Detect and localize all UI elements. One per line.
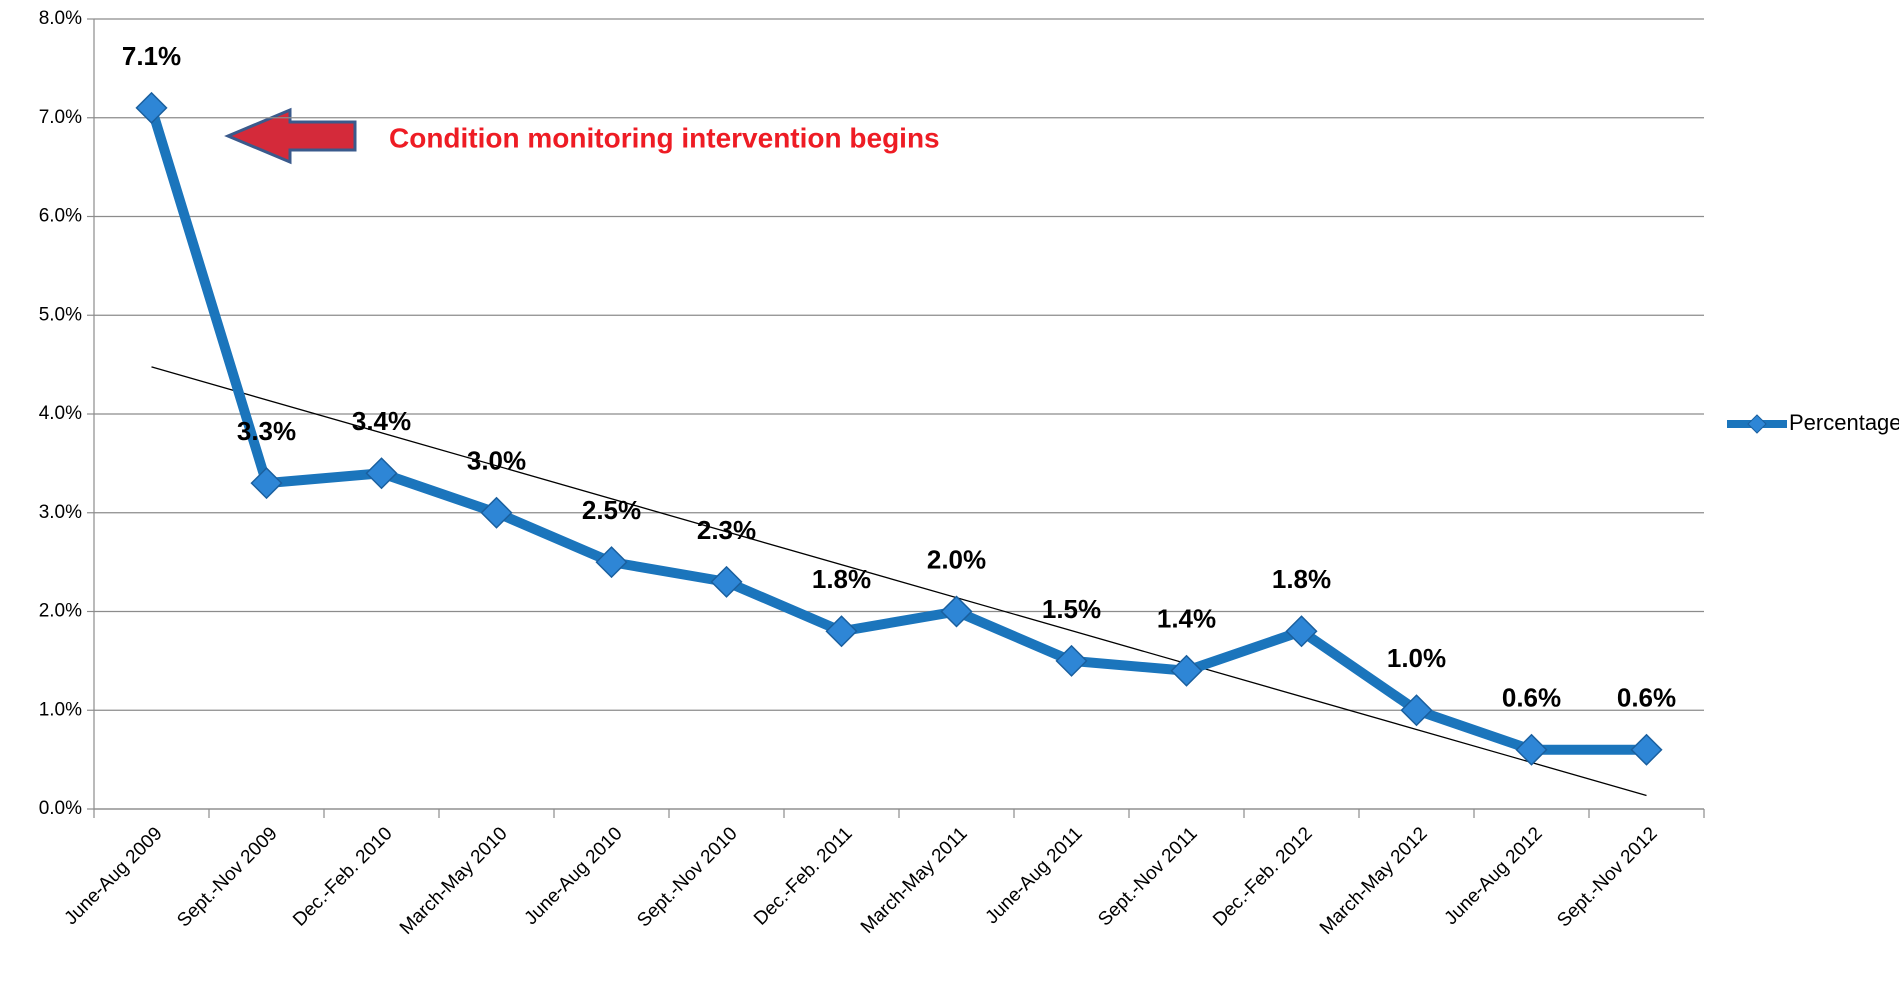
point-marker	[710, 565, 743, 598]
annotation: Condition monitoring intervention begins	[389, 122, 940, 153]
value-label: 3.4%	[352, 406, 411, 436]
value-label: 0.6%	[1502, 683, 1561, 713]
x-tick-label: March-May 2012	[1316, 823, 1432, 939]
annotation-arrow	[224, 107, 357, 165]
point-marker	[940, 595, 973, 628]
point-marker	[135, 91, 168, 124]
y-tick-label: 8.0%	[39, 8, 82, 29]
x-tick-label: March-May 2010	[396, 823, 512, 939]
value-label: 2.3%	[697, 515, 756, 545]
value-label: 2.0%	[927, 544, 986, 574]
x-tick-label: June-Aug 2010	[521, 823, 627, 929]
x-tick-label: Dec.-Feb. 2012	[1209, 823, 1316, 930]
x-tick-label: Dec.-Feb. 2010	[289, 823, 396, 930]
point-marker	[1285, 615, 1318, 648]
y-tick-label: 6.0%	[39, 206, 82, 227]
y-tick-label: 2.0%	[39, 601, 82, 622]
series-line	[146, 106, 1647, 755]
y-tick-label: 4.0%	[39, 403, 82, 424]
value-label: 7.1%	[122, 41, 181, 71]
value-label: 3.0%	[467, 446, 526, 476]
legend-label: Percentage	[1789, 410, 1899, 435]
x-tick-label: June-Aug 2009	[61, 823, 167, 929]
point-marker	[595, 546, 628, 579]
legend-marker	[1747, 414, 1767, 434]
value-label: 1.8%	[1272, 564, 1331, 594]
x-tick-label: Sept.-Nov 2009	[173, 823, 281, 931]
point-marker	[1170, 654, 1203, 687]
value-label: 1.8%	[812, 564, 871, 594]
x-tick-label: June-Aug 2012	[1441, 823, 1547, 929]
x-tick-label: Sept.-Nov 2010	[633, 823, 741, 931]
value-label: 3.3%	[237, 416, 296, 446]
trendline	[151, 366, 1647, 797]
y-tick-label: 0.0%	[39, 798, 82, 819]
point-marker	[1630, 733, 1663, 766]
y-tick-label: 3.0%	[39, 502, 82, 523]
x-tick-label: March-May 2011	[857, 823, 972, 938]
value-label: 2.5%	[582, 495, 641, 525]
y-tick-label: 5.0%	[39, 304, 82, 325]
point-marker	[480, 496, 513, 529]
point-marker	[365, 457, 398, 490]
x-tick-label: June-Aug 2011	[982, 823, 1087, 928]
x-tick-label: Sept.-Nov 2012	[1553, 823, 1661, 931]
point-marker	[1055, 644, 1088, 677]
point-marker	[1400, 694, 1433, 727]
x-tick-label: Sept.-Nov 2011	[1094, 823, 1201, 930]
point-marker	[825, 615, 858, 648]
y-tick-label: 7.0%	[39, 107, 82, 128]
x-tick-label: Dec.-Feb. 2011	[750, 823, 856, 929]
y-tick-label: 1.0%	[39, 699, 82, 720]
point-marker	[250, 467, 283, 500]
value-label: 0.6%	[1617, 683, 1676, 713]
value-label: 1.4%	[1157, 604, 1216, 634]
value-label: 1.5%	[1042, 594, 1101, 624]
value-label: 1.0%	[1387, 643, 1446, 673]
point-marker	[1515, 733, 1548, 766]
